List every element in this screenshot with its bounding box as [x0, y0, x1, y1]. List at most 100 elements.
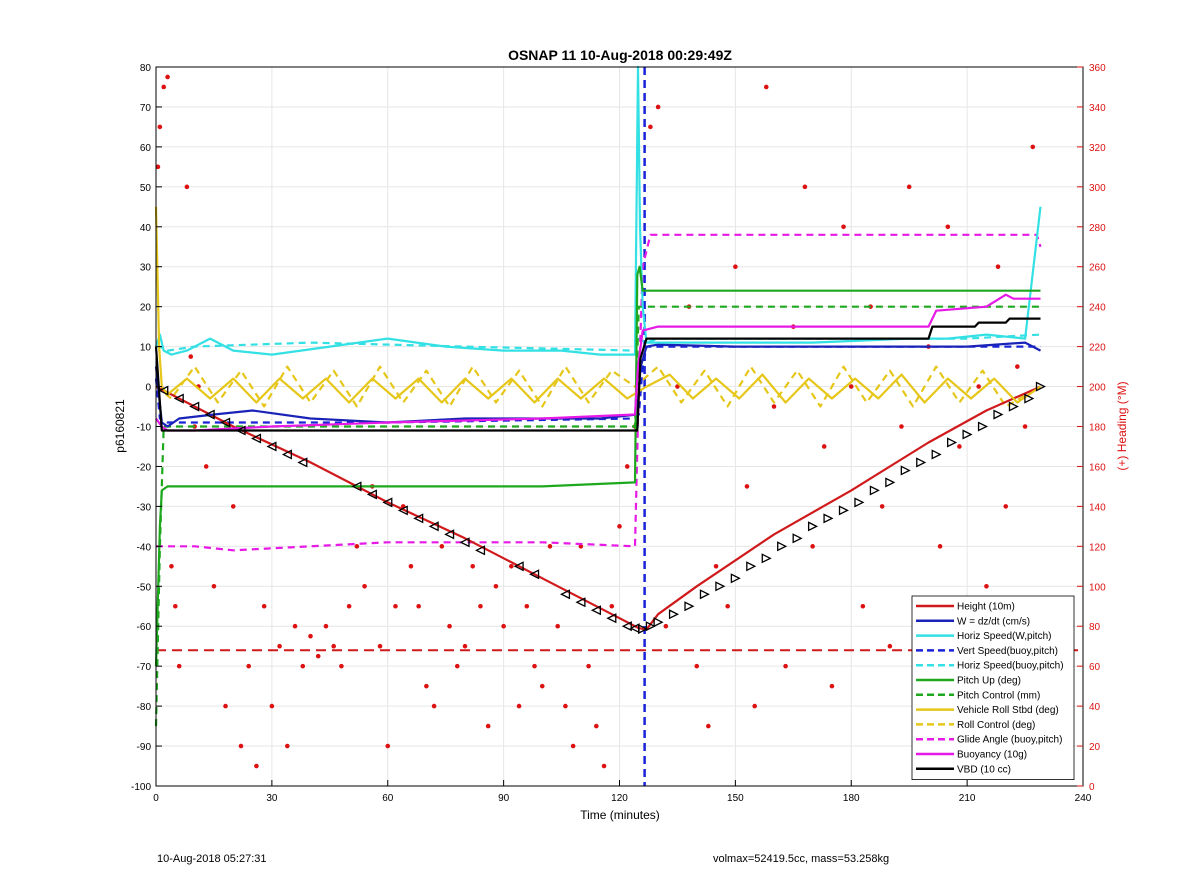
heading-point [331, 643, 336, 649]
y-tick-label: -20 [137, 462, 152, 473]
height-marker [204, 409, 215, 420]
heading-point [821, 444, 827, 449]
height-marker [428, 521, 439, 532]
heading-point [424, 683, 429, 689]
heading-point [532, 663, 537, 669]
heading-point [161, 84, 167, 90]
y2-tick-label: 0 [1089, 782, 1095, 793]
x-tick-label: 180 [843, 793, 860, 804]
heading-point [578, 544, 584, 549]
y2-tick-label: 140 [1089, 502, 1106, 513]
height-marker [235, 425, 246, 436]
y-tick-label: 50 [140, 183, 152, 194]
x-tick-label: 150 [727, 793, 744, 804]
heading-point [285, 743, 290, 749]
height-marker [885, 477, 896, 488]
heading-point [957, 444, 962, 449]
heading-point [841, 224, 846, 230]
height-marker [777, 541, 788, 552]
heading-point [173, 603, 178, 609]
y-tick-label: 20 [140, 303, 152, 314]
heading-point [393, 603, 398, 609]
series-line-vbd-10-cc [154, 317, 1041, 432]
y-tick-label: 80 [140, 63, 152, 74]
heading-point [277, 643, 282, 649]
height-marker [250, 433, 262, 444]
height-marker [1008, 401, 1019, 412]
height-marker [854, 497, 865, 508]
heading-point [675, 384, 680, 389]
chart-title: OSNAP 11 10-Aug-2018 00:29:49Z [508, 47, 732, 63]
heading-point [771, 404, 777, 409]
y-tick-label: -60 [137, 622, 152, 633]
height-marker [297, 457, 308, 468]
heading-point [879, 504, 885, 509]
heading-point [308, 633, 313, 639]
heading-point [995, 264, 1001, 270]
heading-point [385, 743, 391, 749]
axis-ticks: 0 30 60 90 120 150 180 210 240-100-90-80-70-60-5… [131, 63, 1106, 804]
legend-label: VBD (10 cc) [957, 764, 1011, 775]
height-marker [947, 437, 958, 448]
legend-label: W = dz/dt (cm/s) [957, 616, 1030, 627]
height-marker [916, 457, 927, 468]
heading-point [570, 743, 576, 749]
heading-point [694, 663, 700, 669]
heading-point [586, 663, 591, 669]
heading-point [478, 603, 483, 609]
legend-label: Vehicle Roll Stbd (deg) [957, 705, 1059, 716]
heading-point [763, 84, 769, 90]
height-marker [351, 481, 362, 492]
legend-label: Vert Speed(buoy,pitch) [957, 646, 1058, 657]
heading-point [470, 564, 476, 569]
heading-point [1003, 504, 1009, 509]
height-marker [746, 561, 757, 572]
heading-point [984, 583, 989, 589]
height-marker [962, 429, 973, 440]
x-tick-label: 30 [266, 793, 278, 804]
legend-label: Pitch Up (deg) [957, 676, 1021, 687]
heading-point [725, 603, 730, 609]
heading-point [1030, 144, 1036, 150]
height-marker [668, 609, 680, 620]
legend-label: Buoyancy (10g) [957, 750, 1027, 761]
heading-point [211, 583, 217, 589]
y-tick-label: -100 [131, 782, 151, 793]
height-marker [444, 529, 455, 540]
heading-point [860, 603, 866, 609]
heading-point [292, 623, 298, 629]
y-tick-label: 70 [140, 103, 152, 114]
y2-tick-label: 100 [1089, 582, 1106, 593]
height-marker [413, 513, 424, 524]
heading-point [829, 683, 835, 689]
height-marker [366, 489, 377, 500]
height-marker [715, 581, 726, 592]
height-marker [529, 569, 540, 580]
legend-label: Height (10m) [957, 602, 1015, 613]
height-marker [173, 393, 184, 404]
heading-point [188, 354, 194, 359]
heading-point [609, 603, 615, 609]
y-tick-label: -80 [137, 702, 152, 713]
heading-point [648, 124, 653, 130]
legend-label: Horiz Speed(buoy,pitch) [957, 661, 1064, 672]
y2-tick-label: 240 [1089, 303, 1106, 314]
height-marker [474, 545, 486, 556]
heading-point [783, 663, 788, 669]
heading-point [230, 504, 236, 509]
heading-point [501, 623, 506, 629]
heading-point [733, 264, 738, 270]
y2-tick-label: 320 [1089, 143, 1106, 154]
x-axis-label: Time (minutes) [580, 808, 660, 822]
footer-vehicle-info: volmax=52419.5cc, mass=53.258kg [713, 853, 890, 865]
heading-point [887, 643, 893, 649]
y2-tick-label: 340 [1089, 103, 1106, 114]
y2-tick-label: 160 [1089, 462, 1106, 473]
legend-label: Roll Control (deg) [957, 720, 1035, 731]
y2-tick-label: 200 [1089, 383, 1106, 394]
heading-point [261, 603, 267, 609]
y-tick-label: -70 [137, 662, 152, 673]
y-tick-label: -90 [137, 742, 152, 753]
height-marker [621, 621, 632, 632]
